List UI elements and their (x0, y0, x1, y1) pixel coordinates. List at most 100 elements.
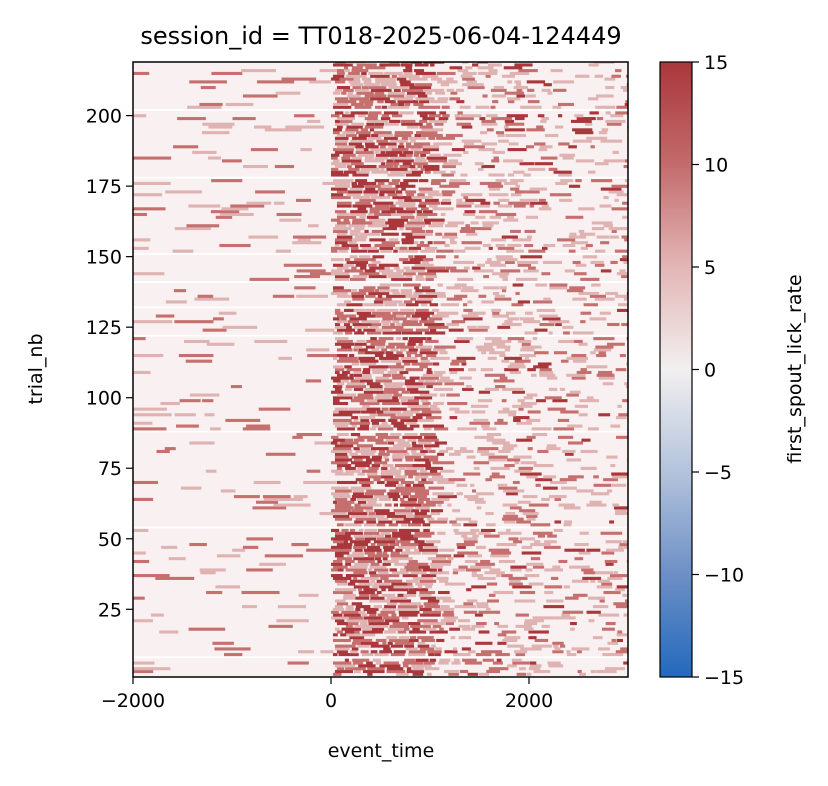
heatmap-cell (391, 373, 404, 377)
heatmap-cell (364, 523, 376, 527)
heatmap-cell (358, 153, 375, 157)
heatmap-cell (591, 227, 605, 231)
heatmap-cell (512, 283, 524, 287)
heatmap-cell (425, 466, 443, 470)
heatmap-cell (334, 458, 353, 462)
heatmap-cell (398, 145, 405, 149)
heatmap-cell (488, 187, 501, 191)
heatmap-cell (581, 438, 591, 442)
heatmap-cell (528, 503, 549, 507)
heatmap-cell (364, 102, 373, 107)
heatmap-cell (475, 641, 493, 645)
heatmap-cell (348, 167, 360, 171)
heatmap-cell (336, 464, 352, 468)
heatmap-cell (574, 543, 589, 547)
heatmap-cell (374, 289, 380, 293)
heatmap-cell (334, 139, 348, 143)
heatmap-cell (392, 376, 406, 380)
heatmap-cell (307, 353, 346, 358)
heatmap-cell (428, 119, 447, 123)
heatmap-cell (499, 274, 508, 279)
heatmap-cell (404, 432, 418, 437)
heatmap-cell (528, 636, 537, 640)
heatmap-cell (403, 272, 416, 276)
heatmap-cell (489, 263, 506, 267)
heatmap-cell (528, 582, 544, 586)
heatmap-cell (418, 379, 425, 383)
heatmap-cell (434, 653, 441, 657)
heatmap-cell (419, 201, 441, 205)
heatmap-cell (345, 385, 366, 389)
heatmap-cell (467, 672, 478, 676)
heatmap-cell (370, 196, 391, 200)
heatmap-cell (492, 311, 500, 315)
heatmap-cell (464, 495, 479, 499)
heatmap-cell (444, 669, 459, 674)
heatmap-cell (420, 153, 426, 157)
heatmap-cell (364, 159, 385, 163)
heatmap-cell (464, 559, 478, 564)
heatmap-cell (412, 667, 424, 671)
heatmap-cell (334, 534, 351, 538)
heatmap-cell (487, 184, 504, 188)
heatmap-cell (348, 71, 360, 75)
heatmap-cell (386, 162, 400, 166)
heatmap-cell (367, 619, 385, 623)
heatmap-cell (418, 593, 432, 597)
heatmap-cell (421, 303, 428, 307)
heatmap-cell (437, 294, 446, 298)
heatmap-cell (348, 616, 363, 620)
heatmap-cell (558, 142, 570, 146)
heatmap-cell (358, 480, 374, 485)
heatmap-cell (404, 486, 426, 490)
heatmap-cell (355, 179, 368, 183)
heatmap-cell (398, 528, 420, 533)
heatmap-cell (336, 235, 353, 239)
heatmap-cell (477, 263, 485, 267)
heatmap-cell (517, 399, 525, 403)
heatmap-cell (435, 232, 443, 236)
heatmap-cell (432, 207, 454, 211)
heatmap-cell (396, 337, 402, 341)
heatmap-cell (353, 438, 365, 442)
heatmap-cell (417, 94, 428, 98)
heatmap-cell (375, 77, 396, 81)
heatmap-cell (254, 339, 288, 343)
heatmap-cell (240, 69, 276, 73)
heatmap-cell (345, 69, 350, 73)
heatmap-cell (599, 204, 612, 208)
heatmap-cell (373, 605, 383, 609)
heatmap-cell (411, 509, 420, 513)
heatmap-cell (359, 232, 380, 236)
heatmap-cell (543, 605, 565, 609)
heatmap-cell (588, 619, 595, 623)
heatmap-cell (336, 630, 343, 634)
heatmap-cell (620, 85, 628, 90)
heatmap-cell (406, 193, 414, 197)
heatmap-cell (458, 636, 472, 640)
heatmap-row-gap (133, 430, 628, 433)
colorbar-tick-label: 0 (704, 360, 716, 382)
heatmap-cell (508, 537, 519, 541)
heatmap-cell (477, 576, 496, 580)
heatmap-cell (616, 638, 624, 643)
heatmap-cell (345, 667, 366, 671)
heatmap-cell (411, 266, 426, 270)
heatmap-cell (224, 653, 243, 657)
heatmap-cell (332, 105, 352, 109)
heatmap-cell (396, 413, 414, 417)
heatmap-cell (553, 528, 563, 533)
heatmap-cell (331, 167, 339, 171)
heatmap-cell (401, 241, 414, 245)
heatmap-cell (371, 368, 388, 372)
heatmap-cell (402, 410, 420, 414)
heatmap-cell (600, 269, 612, 273)
heatmap-cell (568, 145, 577, 149)
heatmap-cell (414, 492, 430, 496)
heatmap-cell (482, 658, 494, 662)
heatmap-cell (384, 387, 406, 391)
heatmap-cell (371, 627, 385, 631)
heatmap-cell (478, 148, 496, 152)
heatmap-cell (401, 322, 422, 327)
heatmap-cell (376, 523, 386, 527)
